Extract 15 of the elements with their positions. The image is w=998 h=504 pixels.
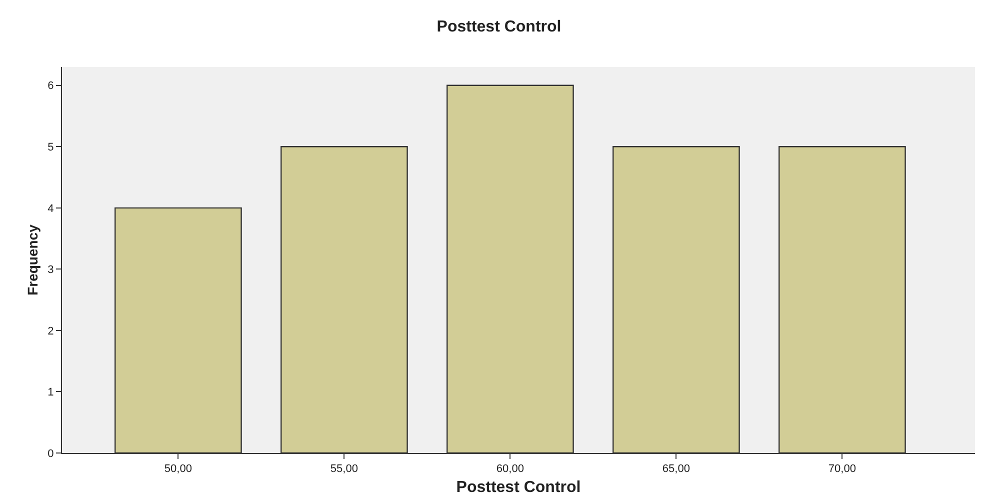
y-axis-title: Frequency — [24, 224, 40, 296]
y-tick-label: 1 — [48, 386, 54, 399]
x-tick-label: 70,00 — [828, 463, 856, 476]
y-tick-label: 6 — [48, 80, 54, 92]
x-tick-label: 65,00 — [662, 463, 690, 476]
y-tick-label: 0 — [48, 448, 54, 460]
chart-title: Posttest Control — [436, 18, 562, 36]
y-tick-label: 3 — [48, 264, 54, 276]
x-axis-title: Posttest Control — [456, 478, 581, 496]
x-tick-label: 50,00 — [164, 463, 192, 476]
y-tick-label: 5 — [48, 142, 54, 154]
y-tick-label: 4 — [48, 202, 54, 215]
x-tick-label: 55,00 — [330, 463, 358, 476]
x-tick-label: 60,00 — [496, 463, 524, 476]
y-tick-label: 2 — [48, 325, 54, 338]
